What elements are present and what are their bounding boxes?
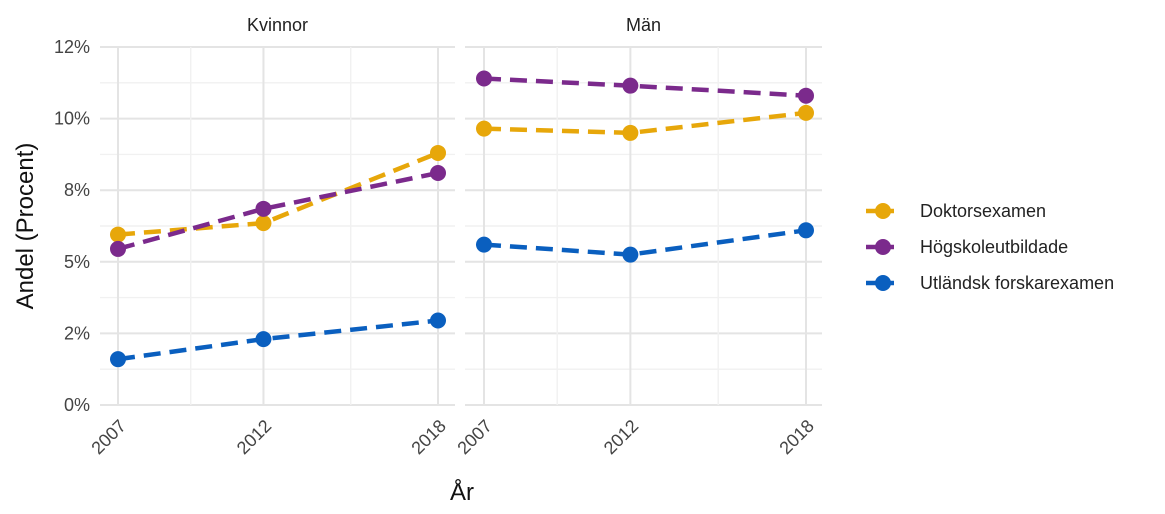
x-tick-label: 2018 bbox=[775, 416, 817, 458]
legend-label: Doktorsexamen bbox=[920, 201, 1046, 221]
data-point bbox=[622, 124, 639, 141]
legend-key-point bbox=[875, 239, 891, 255]
data-point bbox=[798, 104, 814, 121]
data-point bbox=[476, 236, 492, 253]
series-line bbox=[483, 76, 807, 98]
data-point bbox=[798, 222, 814, 239]
facet-title: Män bbox=[626, 15, 661, 35]
x-tick-label: 2018 bbox=[407, 416, 449, 458]
data-point bbox=[622, 246, 639, 263]
legend-key-point bbox=[875, 203, 891, 219]
legend-label: Högskoleutbildade bbox=[920, 237, 1068, 257]
y-tick-label: 0% bbox=[64, 395, 90, 415]
y-tick-label: 5% bbox=[64, 252, 90, 272]
x-axis-title: År bbox=[450, 478, 474, 506]
data-point bbox=[110, 351, 126, 368]
data-point bbox=[255, 215, 272, 232]
data-point bbox=[622, 77, 639, 94]
series-line bbox=[483, 110, 807, 136]
y-tick-label: 12% bbox=[54, 37, 90, 57]
legend-key-point bbox=[875, 275, 891, 291]
data-point bbox=[110, 226, 126, 243]
series-line bbox=[117, 318, 439, 362]
data-point bbox=[110, 240, 126, 257]
data-point bbox=[430, 312, 446, 329]
facet-title: Kvinnor bbox=[247, 15, 308, 35]
data-point bbox=[430, 144, 446, 161]
data-point bbox=[476, 120, 492, 137]
x-tick-label: 2007 bbox=[453, 416, 495, 458]
legend-label: Utländsk forskarexamen bbox=[920, 273, 1114, 293]
series-line bbox=[117, 170, 439, 252]
y-tick-label: 8% bbox=[64, 180, 90, 200]
series-line bbox=[117, 150, 439, 237]
x-tick-label: 2012 bbox=[233, 416, 275, 458]
data-point bbox=[476, 70, 492, 87]
data-point bbox=[255, 331, 272, 348]
data-point bbox=[798, 87, 814, 104]
y-axis-title: Andel (Procent) bbox=[12, 143, 39, 310]
x-tick-label: 2007 bbox=[87, 416, 129, 458]
y-tick-label: 10% bbox=[54, 109, 90, 129]
data-point bbox=[255, 200, 272, 217]
y-tick-label: 2% bbox=[64, 323, 90, 343]
series-line bbox=[483, 228, 807, 257]
x-tick-label: 2012 bbox=[600, 416, 642, 458]
data-point bbox=[430, 165, 446, 182]
